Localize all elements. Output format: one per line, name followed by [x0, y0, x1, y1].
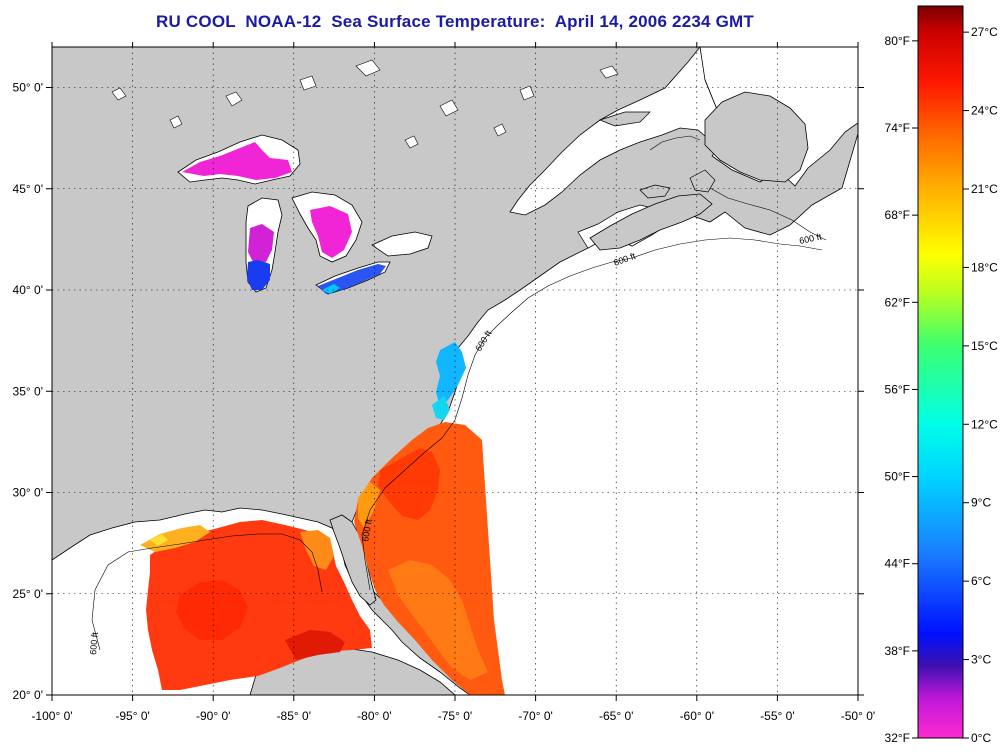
lon-tick-label: -50° 0' [841, 709, 875, 723]
lon-tick-label: -75° 0' [438, 709, 472, 723]
colorbar-c-label: 6°C [971, 574, 991, 588]
lon-tick-label: -85° 0' [277, 709, 311, 723]
gulf-st-lawrence [509, 47, 719, 216]
isobath-label-grand-banks: 600 ft [798, 231, 823, 246]
lat-tick-label: 25° 0' [13, 587, 43, 601]
colorbar-c-label: 12°C [971, 417, 998, 431]
colorbar-celsius-scale: 0°C 3°C 6°C 9°C 12°C 15°C 18°C 21°C 24°C 27°C [963, 25, 998, 745]
sst-lake-michigan-south [247, 260, 270, 290]
colorbar-c-label: 0°C [971, 731, 991, 745]
colorbar-f-label: 68°F [885, 208, 910, 222]
isobath-label-florida: 600 ft [360, 518, 374, 542]
sst-gulf-stream-core [378, 448, 440, 520]
sst-gulf-warm-core [176, 580, 248, 640]
lon-tick-label: -65° 0' [599, 709, 633, 723]
florida-peninsula [329, 514, 377, 606]
sst-carolina-coast [432, 396, 450, 420]
colorbar-f-label: 80°F [885, 34, 910, 48]
lon-tick-label: -100° 0' [31, 709, 72, 723]
sst-data-layer [140, 142, 505, 695]
lon-tick-label: -55° 0' [760, 709, 794, 723]
nova-scotia [589, 193, 713, 251]
colorbar-fahrenheit-scale: 32°F 38°F 44°F 50°F 56°F 62°F 68°F 74°F 80°F [885, 34, 918, 745]
map-gridlines [52, 47, 858, 695]
colorbar-c-label: 3°C [971, 653, 991, 667]
cape-breton [689, 169, 716, 193]
colorbar-gradient [917, 5, 964, 739]
map-panel: 600 ft 600 ft 600 ft 600 ft 600 ft [52, 47, 858, 695]
prince-edward-island [639, 184, 671, 199]
lat-tick-label: 40° 0' [13, 283, 43, 297]
colorbar-c-label: 9°C [971, 496, 991, 510]
colorbar-c-label: 18°C [971, 260, 998, 274]
colorbar: 32°F 38°F 44°F 50°F 56°F 62°F 68°F 74°F 80°F 0°C… [885, 5, 998, 745]
colorbar-f-label: 62°F [885, 295, 910, 309]
sst-lake-erie-warm [322, 284, 340, 294]
lat-tick-label: 30° 0' [13, 486, 43, 500]
sst-west-florida-shelf [300, 530, 334, 570]
sst-lake-huron [310, 206, 352, 258]
sst-loop-current [285, 630, 345, 660]
colorbar-f-label: 44°F [885, 557, 910, 571]
anticosti-island [598, 111, 651, 127]
isobath-atlantic-shelf [361, 237, 823, 591]
isobath-label-gulf: 600 ft [88, 631, 100, 655]
isobath-contours [91, 135, 827, 651]
isobath-grand-banks [709, 187, 827, 241]
lat-tick-label: 20° 0' [13, 688, 43, 702]
inland-lakes [111, 59, 619, 149]
colorbar-f-label: 32°F [885, 731, 910, 745]
colorbar-c-label: 27°C [971, 25, 998, 39]
colorbar-c-label: 15°C [971, 339, 998, 353]
colorbar-f-label: 74°F [885, 121, 910, 135]
colorbar-f-label: 38°F [885, 644, 910, 658]
sst-bahamas-banks [388, 560, 488, 680]
lon-tick-label: -80° 0' [357, 709, 391, 723]
colorbar-f-label: 50°F [885, 470, 910, 484]
lake-ontario [371, 231, 433, 257]
sst-gulf-north-coast-cool [150, 534, 168, 546]
isobath-gulf [91, 533, 323, 651]
isobath-labrador [649, 135, 701, 151]
sst-lake-superior [182, 142, 292, 180]
newfoundland [704, 91, 809, 183]
lon-tick-label: -60° 0' [680, 709, 714, 723]
colorbar-f-label: 56°F [885, 382, 910, 396]
colorbar-c-label: 24°C [971, 104, 998, 118]
lon-tick-label: -95° 0' [115, 709, 149, 723]
sst-lake-michigan-north [248, 224, 274, 264]
lat-tick-label: 45° 0' [13, 182, 43, 196]
lon-tick-label: -70° 0' [518, 709, 552, 723]
lat-tick-label: 35° 0' [13, 384, 43, 398]
map-title: RU COOL NOAA-12 Sea Surface Temperature:… [156, 12, 754, 31]
lon-tick-label: -90° 0' [196, 709, 230, 723]
longitude-axis: -100° 0' -95° 0' -90° 0' -85° 0' -80° 0' -75°… [31, 42, 875, 723]
lat-tick-label: 50° 0' [13, 81, 43, 95]
colorbar-c-label: 21°C [971, 182, 998, 196]
latitude-axis: 20° 0' 25° 0' 30° 0' 35° 0' 40° 0' 45° 0' 50° … [13, 81, 864, 702]
